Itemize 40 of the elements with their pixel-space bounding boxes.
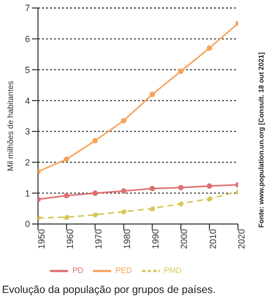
point: [92, 190, 98, 196]
point: [64, 214, 70, 220]
point: [150, 92, 156, 98]
y-tick-label: 1: [24, 188, 30, 198]
point: [150, 186, 156, 192]
point: [120, 118, 126, 124]
y-axis-title: Mil milhões de habitantes: [6, 80, 15, 172]
point: [178, 68, 184, 74]
y-tick-label: 5: [24, 64, 30, 75]
x-tick-label: 1950: [36, 229, 46, 250]
x-tick-label: 2010: [208, 229, 218, 250]
y-tick-label: 3: [24, 126, 30, 137]
x-tick-label: 1960: [64, 229, 75, 250]
point: [120, 208, 126, 214]
y-tick-label: 6: [24, 34, 30, 44]
x-tick-label: 2020: [236, 229, 246, 250]
point: [178, 184, 184, 190]
point: [120, 188, 126, 194]
text: Evolução da população por grupos de países.: [2, 284, 216, 296]
x-tick-label: 1970: [94, 229, 104, 250]
legend-label: PMD: [164, 266, 182, 276]
y-tick-label: 2: [24, 157, 30, 168]
point: [64, 156, 70, 162]
y-tick-label: 0: [24, 219, 30, 230]
y-tick-label: 4: [24, 96, 30, 106]
point: [206, 196, 212, 202]
x-tick-label: 1990: [150, 229, 161, 250]
point: [64, 192, 70, 198]
y-tick-label: 7: [24, 3, 30, 14]
point: [206, 183, 212, 189]
point: [92, 212, 98, 218]
legend-label: PD: [72, 266, 84, 276]
line-series: [38, 182, 238, 202]
x-tick-label: 1980: [122, 229, 132, 250]
x-tick-label: 2000: [179, 229, 190, 250]
point: [206, 45, 212, 51]
point: [178, 200, 184, 206]
legend-label: PED: [115, 266, 132, 276]
point: [92, 138, 98, 144]
point: [150, 206, 156, 212]
